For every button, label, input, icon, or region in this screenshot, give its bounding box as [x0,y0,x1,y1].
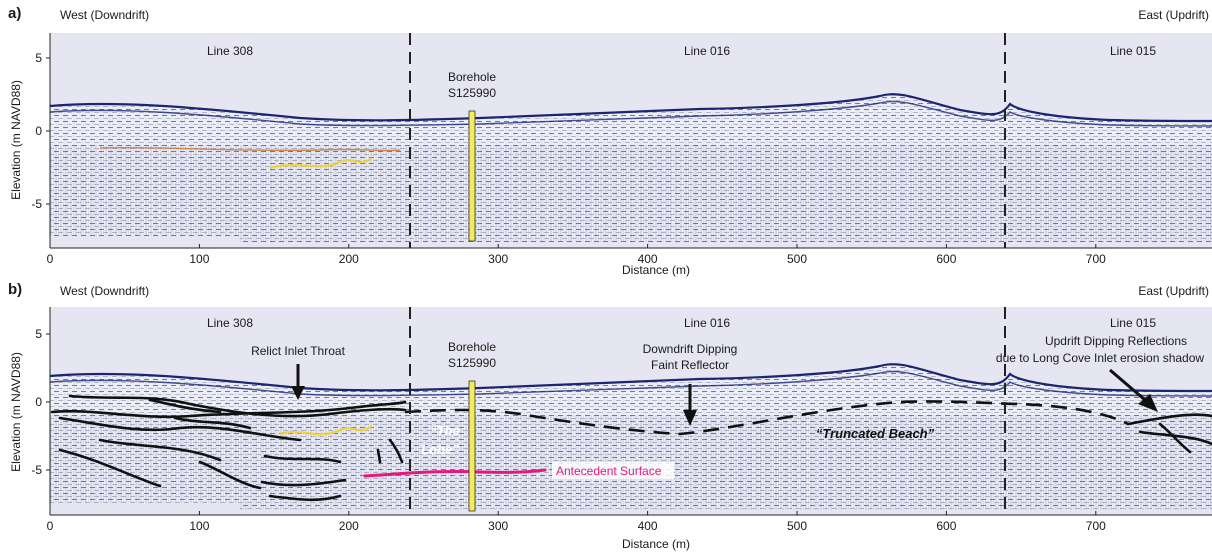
panel-b-updrift-label-1: Updrift Dipping Reflections [1045,334,1187,348]
panel-a-x-ticks: 0 100 200 300 400 500 600 700 [47,244,1106,266]
interp-reflector [388,438,404,464]
x-tick-label: 500 [787,252,807,266]
panel-a-surface-reflector [49,93,1212,123]
x-tick-label: 400 [638,519,658,533]
interp-reflector [198,460,262,490]
panel-b-antecedent-label: Antecedent Surface [556,464,662,478]
panel-a-line-015: Line 015 [1110,44,1156,58]
x-tick-label: 300 [488,519,508,533]
downdrift-arrow [683,384,697,426]
updrift-arrow [1109,368,1158,412]
panel-a-x-axis-label: Distance (m) [622,263,690,277]
panel-a-warm-reflector [99,146,401,152]
panel-a-east-label: East (Updrift) [1138,8,1209,22]
panel-b-borehole-marker [468,380,476,512]
y-tick-label: 5 [35,327,42,341]
interp-reflector [268,494,342,502]
panel-b-surface-reflector-2 [49,370,1212,397]
relict-inlet-arrow [291,364,305,400]
panel-a: a) West (Downdrift) East (Updrift) Line … [8,5,1212,277]
panel-b-truncated-beach-label: “Truncated Beach” [816,426,935,441]
interp-reflector [68,394,407,418]
interp-reflector [1126,413,1212,426]
panel-b-antecedent-surface-line [363,468,547,478]
panel-b-line-016: Line 016 [684,316,730,330]
interp-reflector [148,398,222,414]
panel-b-updrift-label-2: due to Long Cove Inlet erosion shadow [996,351,1204,365]
panel-b-lobe-label-2: Lobe” [421,442,459,457]
x-tick-label: 600 [936,519,956,533]
panel-b-lobe-label-1: “The [430,423,460,438]
y-tick-label: -5 [31,463,42,477]
y-tick-label: 5 [35,51,42,65]
interp-reflector [263,454,342,464]
panel-a-y-axis-label: Elevation (m NAVD88) [9,80,23,200]
x-tick-label: 0 [47,519,54,533]
panel-a-borehole-label-2: S125990 [448,86,496,100]
x-tick-label: 400 [638,252,658,266]
y-tick-label: 0 [35,124,42,138]
interp-reflector [260,478,347,487]
x-tick-label: 700 [1086,252,1106,266]
panel-a-line-308: Line 308 [207,44,253,58]
panel-a-label: a) [8,5,21,22]
interp-reflector [376,448,382,464]
panel-a-borehole-marker [468,110,476,242]
interp-reflector [1158,422,1192,454]
panel-b-label: b) [8,281,22,298]
panel-b-downdrift-label-2: Faint Reflector [651,358,729,372]
panel-b: b) West (Downdrift) East (Updrift) [8,281,1212,551]
panel-b-y-axis-label: Elevation (m NAVD88) [9,352,23,472]
panel-a-y-ticks: 5 0 -5 [31,51,50,211]
panel-b-downdrift-label-1: Downdrift Dipping [643,342,738,356]
x-tick-label: 300 [488,252,508,266]
interp-reflector [58,448,162,488]
y-tick-label: 0 [35,395,42,409]
interp-reflector [173,416,252,430]
panel-b-line-308: Line 308 [207,316,253,330]
panel-a-radargram-texture [50,145,1212,242]
panel-a-line-016: Line 016 [684,44,730,58]
panel-a-plot [49,33,1212,248]
x-tick-label: 700 [1086,519,1106,533]
panel-a-west-label: West (Downdrift) [60,8,149,22]
panel-a-bright-reflector [269,157,373,170]
panel-b-x-axis-label: Distance (m) [622,537,690,551]
panel-b-y-ticks: 5 0 -5 [31,327,50,477]
panel-b-relict-inlet-label: Relict Inlet Throat [251,344,345,358]
panel-b-bright-reflector [279,425,373,436]
interp-reflector [98,438,222,462]
x-tick-label: 600 [936,252,956,266]
panel-b-line-015: Line 015 [1110,316,1156,330]
antecedent-label-bg [552,462,674,479]
x-tick-label: 500 [787,519,807,533]
interp-reflector [1138,430,1212,446]
panel-b-east-label: East (Updrift) [1138,284,1209,298]
interp-reflector [58,416,302,442]
panel-a-surface-reflector-2 [49,100,1212,127]
x-tick-label: 0 [47,252,54,266]
panel-b-interpretation [50,394,1212,502]
x-tick-label: 100 [189,252,209,266]
x-tick-label: 200 [339,519,359,533]
x-tick-label: 200 [339,252,359,266]
panel-b-truncated-beach-line [404,400,1129,436]
panel-b-borehole-label-1: Borehole [448,340,496,354]
panel-b-borehole-label-2: S125990 [448,356,496,370]
x-tick-label: 100 [189,519,209,533]
y-tick-label: -5 [31,197,42,211]
panel-b-x-ticks: 0 100 200 300 400 500 600 700 [47,511,1106,533]
panel-b-west-label: West (Downdrift) [60,284,149,298]
panel-a-borehole-label-1: Borehole [448,70,496,84]
